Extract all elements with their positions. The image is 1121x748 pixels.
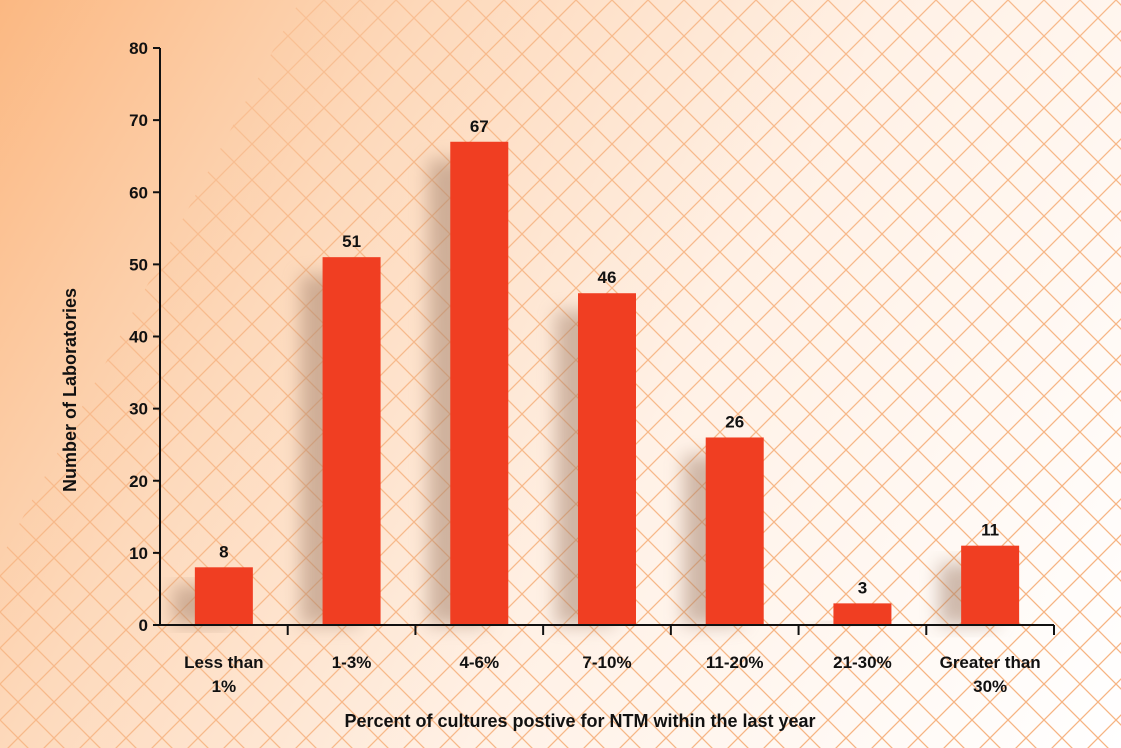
- data-label: 3: [858, 578, 867, 597]
- y-tick-label: 10: [129, 544, 148, 563]
- y-tick-label: 80: [129, 39, 148, 58]
- bar: [322, 257, 381, 625]
- bars: [194, 141, 1020, 625]
- bar: [705, 437, 764, 625]
- y-tick-label: 40: [129, 328, 148, 347]
- x-tick-label: Less than: [184, 653, 263, 672]
- bar: [833, 603, 892, 625]
- bar: [194, 567, 253, 625]
- data-label: 26: [725, 412, 744, 431]
- x-tick-label: Greater than: [940, 653, 1041, 672]
- y-tick-label: 50: [129, 255, 148, 274]
- bar: [961, 545, 1020, 625]
- data-label: 67: [470, 117, 489, 136]
- x-tick-label: 1-3%: [332, 653, 372, 672]
- y-tick-label: 20: [129, 472, 148, 491]
- x-tick-label: 7-10%: [582, 653, 631, 672]
- data-label: 46: [598, 268, 617, 287]
- labels: 0 10 20 30 40 50 60 70 80 8 Less than 1% 51 1-3% 67 4-6…: [129, 39, 1041, 696]
- data-label: 11: [981, 521, 999, 540]
- y-tick-label: 70: [129, 111, 148, 130]
- x-tick-label: 11-20%: [706, 653, 764, 672]
- x-tick-label: 21-30%: [833, 653, 892, 672]
- y-tick-label: 30: [129, 400, 148, 419]
- x-axis-title: Percent of cultures postive for NTM with…: [344, 711, 815, 731]
- x-tick-label: 4-6%: [459, 653, 499, 672]
- bar: [450, 141, 509, 625]
- data-label: 51: [342, 232, 361, 251]
- y-tick-label: 0: [139, 616, 148, 635]
- bar: [578, 293, 636, 625]
- x-tick-label: 1%: [212, 677, 237, 696]
- data-label: 8: [219, 542, 228, 561]
- axes: [153, 47, 1055, 635]
- y-axis-title: Number of Laboratories: [60, 288, 80, 492]
- x-tick-label: 30%: [973, 677, 1007, 696]
- y-tick-label: 60: [129, 183, 148, 202]
